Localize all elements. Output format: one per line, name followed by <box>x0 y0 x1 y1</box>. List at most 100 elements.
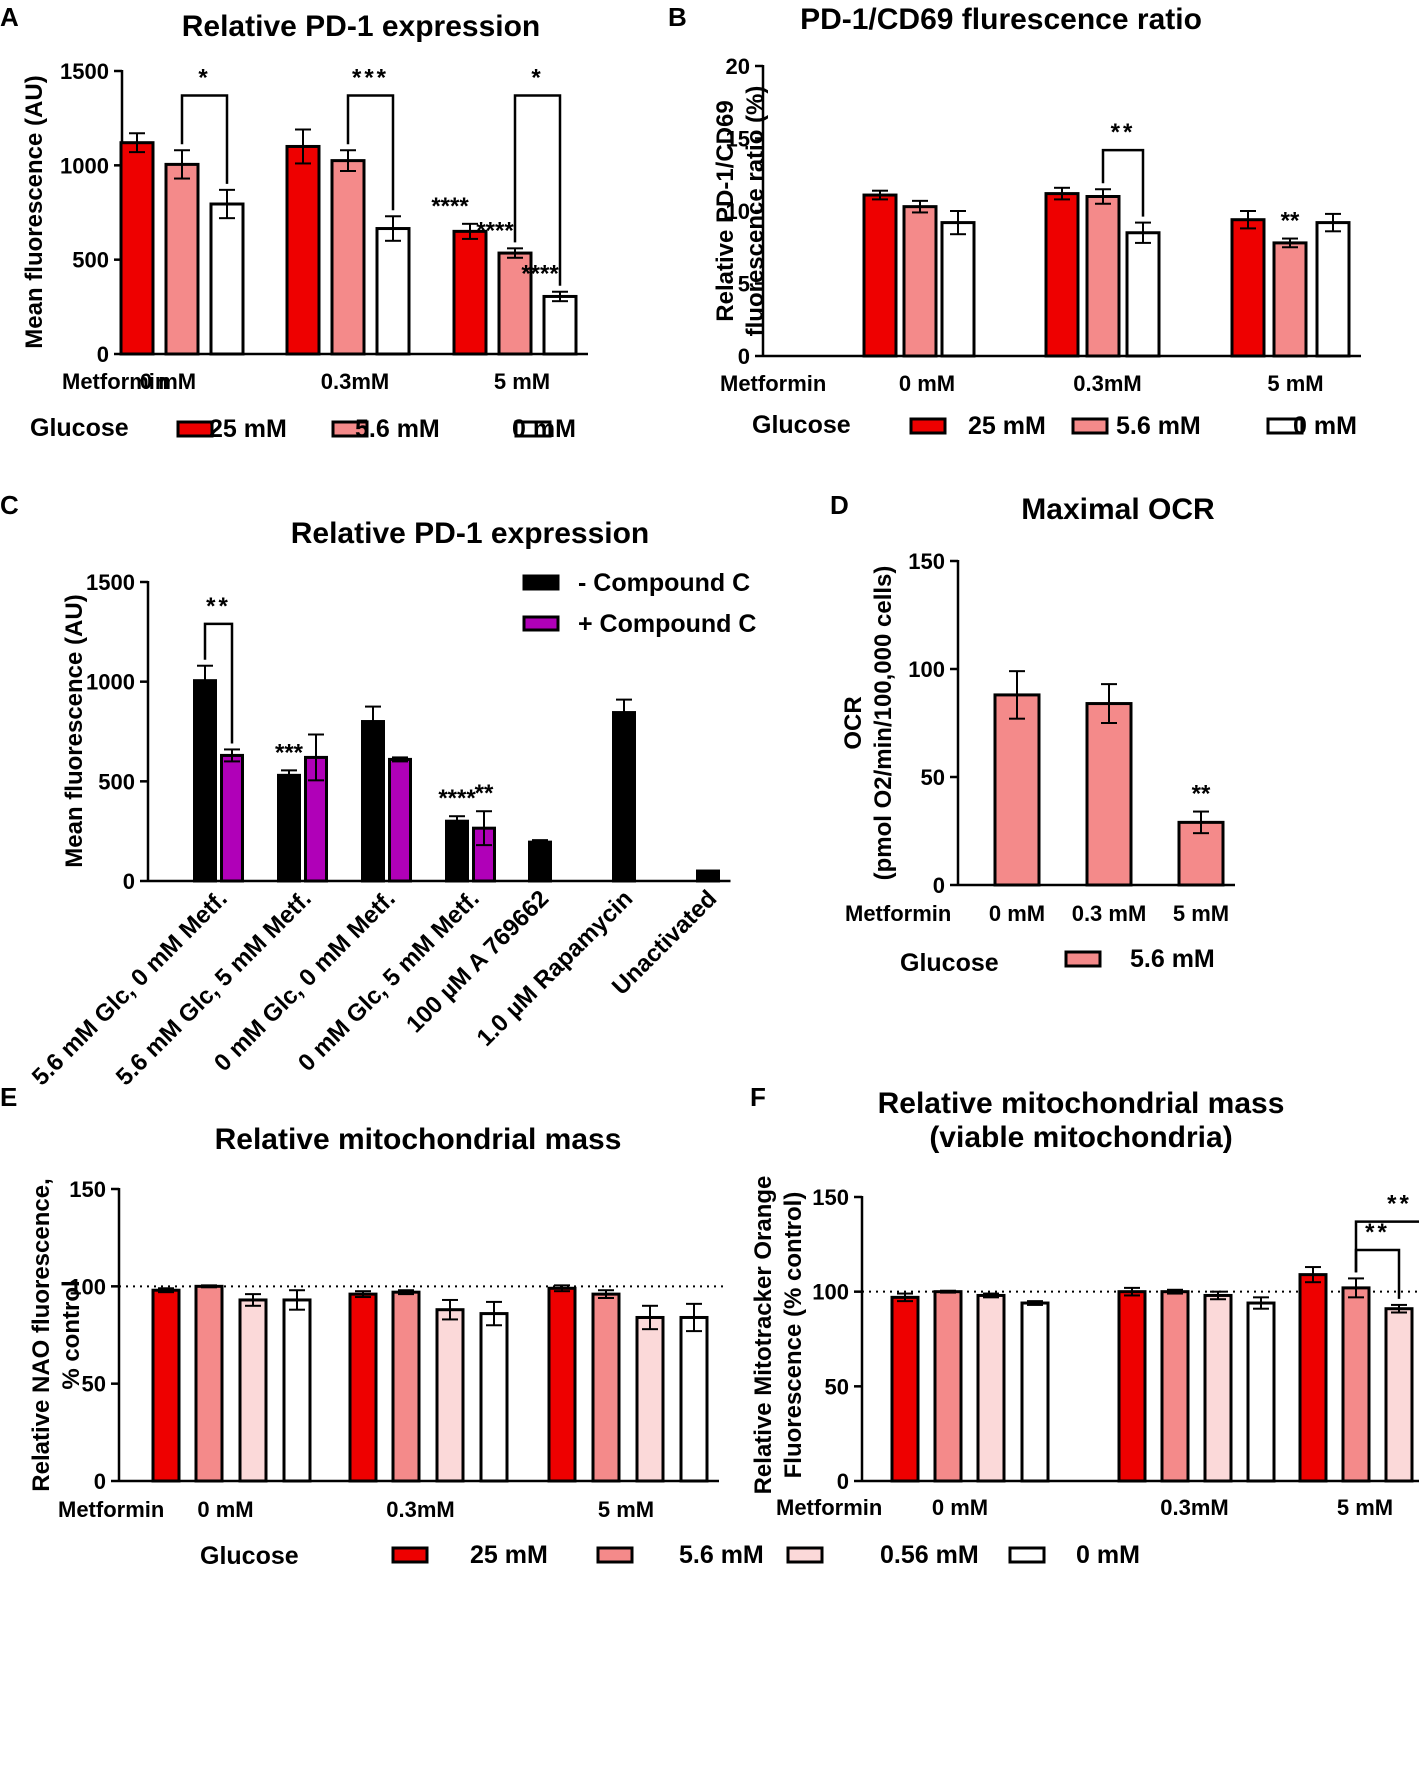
y-tick-label: 150 <box>69 1177 106 1202</box>
x-category-label: 5 mM <box>1267 371 1323 396</box>
legend-swatch <box>596 1546 634 1564</box>
bar <box>547 1286 577 1483</box>
significance-label: ** <box>1192 781 1211 808</box>
y-tick-label: 150 <box>908 549 945 574</box>
x-category-label: 0.3mM <box>386 1497 454 1522</box>
significance-label: *** <box>275 739 304 766</box>
bar <box>862 193 898 358</box>
bar <box>452 229 488 356</box>
bar <box>119 141 155 356</box>
bar <box>993 693 1041 887</box>
bar <box>1117 1290 1147 1483</box>
legend-label: 25 mM <box>209 415 287 443</box>
x-category-label: 0 mM <box>932 1495 988 1520</box>
bar <box>933 1290 963 1483</box>
panel-f: F Relative mitochondrial mass(viable mito… <box>750 1082 1419 1520</box>
y-tick-label: 0 <box>94 1469 106 1494</box>
bar <box>1230 218 1266 358</box>
bar <box>1298 1273 1328 1483</box>
y-tick-label: 0 <box>123 869 135 894</box>
y-axis-label: Fluorescence (% control) <box>780 1192 807 1479</box>
panel-letter: A <box>0 2 19 32</box>
bar <box>612 711 636 883</box>
bar <box>445 819 469 883</box>
bar <box>277 773 301 883</box>
legend-label: 5.6 mM <box>1130 945 1215 973</box>
bar <box>679 1315 709 1483</box>
significance-label: ** <box>475 780 494 807</box>
x-category-label: 0 mM <box>989 901 1045 926</box>
x-category-label: 5 mM <box>1337 1495 1393 1520</box>
bar <box>193 679 217 883</box>
legend-label: 5.6 mM <box>679 1541 764 1569</box>
bar <box>479 1312 509 1483</box>
panel-b: B PD-1/CD69 flurescence ratio Relative PD-… <box>668 2 1361 440</box>
bar <box>890 1295 920 1483</box>
legend-title: Glucose <box>900 949 999 977</box>
x-category-label: 0.3mM <box>1160 1495 1228 1520</box>
significance-bracket <box>203 622 234 744</box>
legend-swatch <box>786 1546 824 1564</box>
x-category-label: 0 mM <box>899 371 955 396</box>
panel-c: C Relative PD-1 expression Mean fluorescen… <box>0 490 756 1091</box>
metformin-label: Metformin <box>720 371 826 396</box>
legend-swatch <box>1064 950 1102 968</box>
legend-label: 25 mM <box>470 1541 548 1569</box>
bar <box>282 1298 312 1483</box>
bar <box>164 162 200 356</box>
chart-title: Relative PD-1 expression <box>182 10 541 43</box>
chart-title: Maximal OCR <box>1021 493 1215 526</box>
bar <box>1315 221 1351 358</box>
y-tick-label: 100 <box>69 1274 106 1299</box>
legend-swatch <box>176 420 214 438</box>
significance-label: **** <box>521 261 559 288</box>
y-tick-label: 0 <box>933 873 945 898</box>
panel-letter: C <box>0 490 19 520</box>
x-category-label: 5 mM <box>598 1497 654 1522</box>
x-category-label: 5 mM <box>1173 901 1229 926</box>
significance-bracket <box>1354 1220 1419 1273</box>
bracket-label: ** <box>1111 119 1136 146</box>
bar <box>391 1290 421 1483</box>
y-tick-label: 0 <box>738 344 750 369</box>
bar <box>940 221 976 358</box>
y-axis-label: Relative Mitotracker Orange <box>750 1176 777 1495</box>
chart-title: Relative PD-1 expression <box>291 517 650 550</box>
panel-letter: E <box>0 1082 17 1112</box>
legend-label: 0.56 mM <box>880 1541 979 1569</box>
y-axis-label: Mean fluorescence (AU) <box>21 75 48 348</box>
legend-label: 0 mM <box>1076 1541 1140 1569</box>
legend-swatch <box>909 417 947 435</box>
x-category-label: 0.3mM <box>321 369 389 394</box>
bar <box>285 144 321 356</box>
bar <box>435 1308 465 1483</box>
legend-label: - Compound C <box>578 569 750 597</box>
chart-title: Relative mitochondrial mass <box>215 1123 622 1156</box>
bar <box>220 753 244 883</box>
y-axis-label: % control <box>58 1280 85 1389</box>
bracket-label: ** <box>1387 1191 1412 1218</box>
legend-title: Glucose <box>30 414 129 442</box>
bar <box>1246 1301 1276 1483</box>
y-tick-label: 500 <box>72 248 109 273</box>
legend-label: 0 mM <box>512 415 576 443</box>
metformin-label: Metformin <box>776 1495 882 1520</box>
x-category-label: 5 mM <box>494 369 550 394</box>
panel-e: E Relative mitochondrial mass Relative NAO… <box>0 1082 1140 1570</box>
x-category-label: 1.0 µM Rapamycin <box>472 885 639 1052</box>
chart-title-line: Relative mitochondrial mass <box>878 1087 1285 1120</box>
chart-title-line: (viable mitochondria) <box>929 1121 1232 1154</box>
legend-title: Glucose <box>752 411 851 439</box>
bar <box>696 869 720 883</box>
metformin-label: Metformin <box>62 369 168 394</box>
chart-title: PD-1/CD69 flurescence ratio <box>800 3 1202 36</box>
bar <box>361 720 385 883</box>
significance-bracket <box>1101 148 1145 217</box>
panel-letter: F <box>750 1082 766 1112</box>
y-tick-label: 20 <box>726 54 750 79</box>
bar <box>1044 192 1080 358</box>
bar <box>1085 702 1133 887</box>
x-category-label: 0.3 mM <box>1072 901 1147 926</box>
y-axis-label: OCR <box>840 696 867 749</box>
